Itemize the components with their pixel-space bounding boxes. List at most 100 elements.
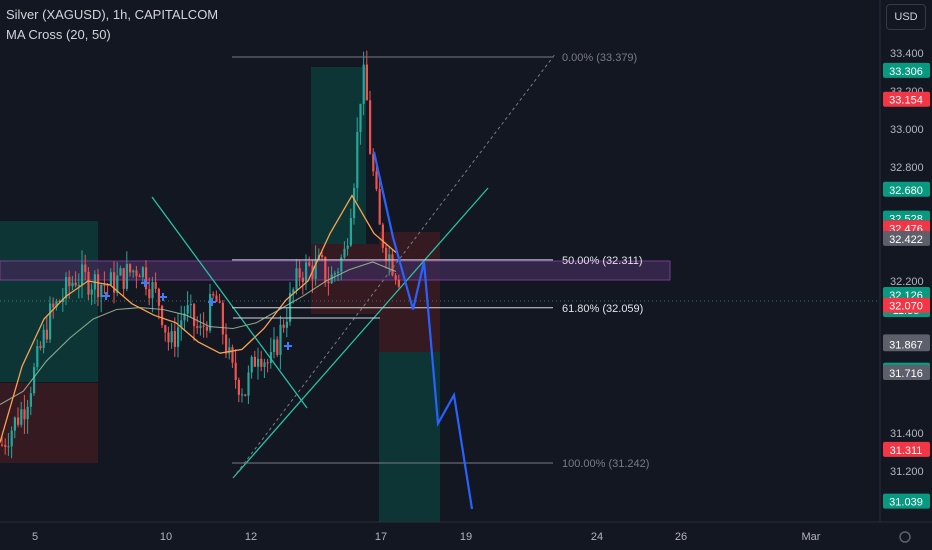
trend-line-descending	[151, 196, 308, 409]
candle	[186, 305, 189, 314]
candle	[129, 264, 132, 273]
candle	[177, 327, 180, 347]
candle	[106, 284, 109, 286]
time-tick-label: 19	[460, 531, 472, 543]
candle	[365, 64, 368, 101]
candle	[164, 325, 167, 333]
candle	[74, 282, 77, 286]
candle	[36, 346, 39, 368]
candle	[282, 324, 285, 328]
price-tag-label: 31.039	[889, 497, 923, 509]
time-axis-background	[0, 522, 932, 550]
price-tag-bg	[883, 230, 930, 246]
candle	[135, 270, 138, 277]
candle	[273, 339, 276, 353]
candle	[4, 444, 7, 447]
candle	[250, 356, 253, 373]
candle	[353, 188, 356, 218]
chart-title: Silver (XAGUSD), 1h, CAPITALCOM	[6, 7, 219, 22]
candles	[1, 50, 400, 459]
candle	[301, 277, 304, 283]
price-tag-label: 31.867	[889, 339, 923, 351]
candle	[10, 430, 13, 447]
candle	[394, 275, 397, 280]
time-tick-label: 26	[675, 531, 687, 543]
candle	[253, 356, 256, 367]
candle	[167, 332, 170, 343]
candle	[52, 303, 55, 308]
candle	[68, 277, 71, 287]
price-tag-bg	[883, 91, 930, 107]
candle	[189, 304, 192, 306]
time-axis[interactable]: 5 10 12 17 19 24 26 Mar	[0, 521, 932, 550]
fib-level-label: 0.00% (33.379)	[562, 52, 637, 64]
candle	[362, 64, 365, 104]
candle	[215, 295, 218, 302]
price-tick-label: 31.400	[890, 428, 924, 440]
drawings	[151, 52, 557, 479]
candle	[84, 264, 87, 272]
candle	[205, 326, 208, 331]
candle	[33, 367, 36, 394]
candle	[145, 267, 148, 290]
candle	[103, 284, 106, 286]
price-tick-label: 32.200	[890, 276, 924, 288]
candle	[298, 268, 301, 278]
candle	[269, 352, 272, 363]
candle	[116, 275, 119, 293]
zone-short-left	[0, 383, 98, 463]
price-tag-bg	[883, 297, 930, 313]
trend-line-ascending	[232, 187, 489, 479]
candle	[125, 264, 128, 289]
candle	[109, 272, 112, 286]
moving-averages	[0, 194, 397, 443]
candle	[141, 267, 144, 278]
candle	[221, 302, 224, 335]
candle	[100, 284, 103, 298]
fib-level-label: 61.80% (32.059)	[562, 303, 643, 315]
candle	[369, 100, 372, 154]
candle	[237, 379, 240, 395]
candle	[17, 417, 20, 425]
candle	[333, 273, 336, 275]
candle	[151, 282, 154, 299]
candle	[20, 409, 23, 425]
candle	[359, 103, 362, 132]
candle	[285, 321, 288, 328]
price-tag-label: 33.306	[889, 66, 923, 78]
price-axis[interactable]: 33.40033.20033.00032.80032.20031.40031.2…	[879, 0, 932, 530]
time-tick-label: 24	[591, 531, 603, 543]
candle	[231, 347, 234, 363]
fib-level-label: 50.00% (32.311)	[562, 255, 643, 267]
candle	[113, 272, 116, 293]
indicator-label[interactable]: MA Cross (20, 50)	[6, 27, 111, 42]
candle	[157, 288, 160, 306]
price-tag-label: 31.716	[889, 368, 923, 380]
candle	[90, 289, 93, 295]
price-tag-bg	[883, 336, 930, 352]
candle	[49, 303, 52, 340]
price-axis-background	[880, 0, 932, 530]
currency-button[interactable]: USD	[886, 4, 926, 30]
candle	[81, 264, 84, 286]
projection-path	[372, 151, 474, 510]
candle	[71, 282, 74, 287]
candle	[225, 334, 228, 354]
candle	[202, 325, 205, 327]
candle	[138, 276, 141, 278]
candle	[378, 189, 381, 225]
candle	[180, 320, 183, 328]
candle	[276, 339, 279, 355]
candle	[260, 358, 263, 367]
candle	[346, 245, 349, 249]
price-tag-bg	[883, 364, 930, 380]
candle	[381, 224, 384, 248]
fibonacci-retracement: 0.00% (33.379) 50.00% (32.311) 61.80% (32.…	[232, 52, 649, 470]
candle	[7, 446, 10, 448]
candle	[391, 254, 394, 276]
candle	[244, 394, 247, 396]
candle	[196, 326, 199, 328]
candle	[356, 131, 359, 189]
candle	[266, 362, 269, 364]
